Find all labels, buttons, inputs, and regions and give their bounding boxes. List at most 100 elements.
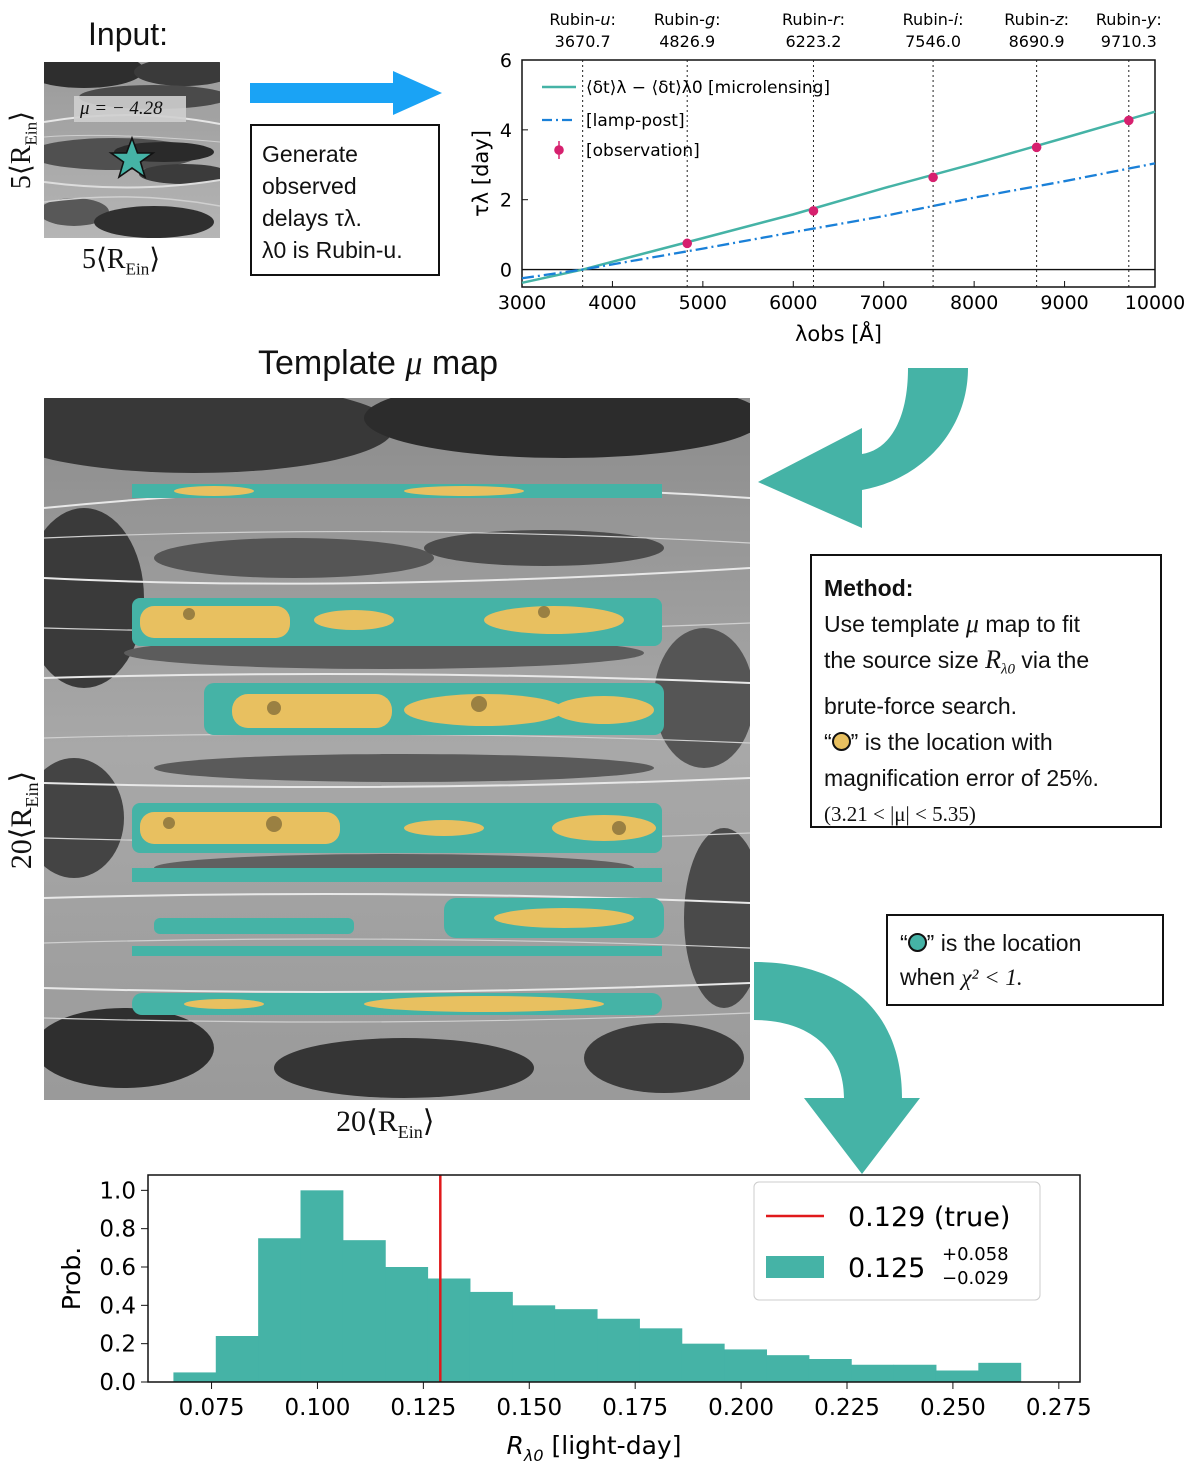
filter-wavelength: 3670.7 [555,32,611,51]
histogram-bar [639,1328,683,1382]
star-icon [108,135,156,179]
x-tick-label: 8000 [950,292,998,314]
x-tick-label: 6000 [769,292,817,314]
histogram-bar [342,1240,386,1382]
template-map-image [0,378,764,1100]
observation-point [1031,142,1042,153]
location-bands [132,484,664,1015]
chi-line-1: “” is the location [900,930,1082,956]
teal-circle-icon [907,933,927,952]
method-line-5: magnification error of 25%. [824,764,1099,791]
histogram-bar [766,1355,810,1382]
legend-label: [lamp-post] [586,111,685,131]
filter-name: Rubin-u: [549,10,616,29]
curved-arrow-icon [758,368,968,528]
filter-name: Rubin-i: [903,10,964,29]
filter-wavelength: 9710.3 [1101,32,1157,51]
delay-chart: Rubin-u: 3670.7 Rubin-g: 4826.9 Rubin-r: 6223… [469,10,1185,346]
observation-point [808,206,819,216]
filter-wavelength: 8690.9 [1009,32,1065,51]
method-line-6: (3.21 < |μ| < 5.35) [824,801,976,826]
histogram-bar [258,1238,302,1382]
method-box: Method: Use template μ map to fit the so… [810,554,1162,828]
observation-point [928,172,938,183]
x-axis-label: Rλ0 [light-day] [507,1431,682,1465]
input-axis-bottom-label: 5⟨REin⟩ [82,244,161,279]
legend-frame [753,1181,1041,1301]
chi-box: “” is the location when χ² < 1. [886,914,1164,1006]
y-axis-label: τλ [day] [469,130,493,217]
histogram-bar [681,1343,725,1382]
legend-hist-upper: +0.058 [942,1244,1009,1265]
histogram-bar [935,1370,979,1382]
legend-label: [observation] [586,141,700,161]
histogram-bar [300,1190,344,1382]
y-tick-label: 0.0 [99,1370,136,1396]
y-tick-label: 0.8 [99,1217,136,1243]
histogram-bar [215,1336,259,1382]
filter-name: Rubin-z: [1004,10,1069,29]
x-tick-label: 0.150 [496,1395,562,1421]
y-tick-label: 2 [500,190,512,212]
x-tick-label: 0.100 [285,1395,351,1421]
legend-hist-swatch [766,1256,824,1278]
x-tick-label: 3000 [498,292,546,314]
histogram-bar [427,1278,471,1382]
histogram-bar [851,1364,895,1382]
input-mu-map: μ = − 4.28 [24,52,234,238]
y-tick-label: 0.4 [99,1293,136,1319]
legend-true-label: 0.129 (true) [848,1202,1010,1233]
filter-name: Rubin-r: [782,10,845,29]
histogram-bar [554,1309,598,1382]
template-mu-map [0,378,764,1100]
curved-arrow-down-icon [754,962,920,1174]
x-tick-label: 0.175 [602,1395,668,1421]
filter-name: Rubin-g: [654,10,721,29]
x-tick-label: 0.125 [390,1395,456,1421]
x-tick-label: 0.250 [920,1395,986,1421]
plot-frame [147,1174,1081,1383]
template-axis-bottom-label: 20⟨REin⟩ [336,1105,435,1142]
microlensing-line [521,110,1156,285]
histogram-bar [724,1349,768,1382]
plot-frame [521,59,1156,288]
y-tick-label: 0 [500,260,512,282]
histogram-bar [385,1267,429,1382]
histogram-bar [597,1318,640,1382]
x-tick-label: 0.275 [1026,1395,1092,1421]
generate-line-2: observed [262,173,357,199]
x-tick-label: 4000 [588,292,636,314]
legend-hist-label: 0.125 [848,1253,925,1284]
method-line-4: “” is the location with [824,728,1053,755]
mu-value-label: μ = − 4.28 [80,98,163,119]
generate-line-4: λ0 is Rubin-u. [262,237,403,263]
x-tick-label: 7000 [860,292,908,314]
method-line-2: the source size Rλ0 via the [824,645,1090,678]
y-tick-label: 0.2 [99,1332,136,1358]
x-tick-label: 0.225 [814,1395,880,1421]
method-heading: Method: [824,575,914,601]
x-tick-label: 5000 [679,292,727,314]
observation-point [682,238,693,249]
method-line-3: brute-force search. [824,692,1018,719]
x-tick-label: 0.200 [708,1395,774,1421]
filter-wavelength: 4826.9 [659,32,715,51]
legend-marker-swatch [554,145,564,155]
generate-line-1: Generate [262,141,358,167]
histogram-bar [469,1291,513,1382]
histogram-bar [893,1364,937,1382]
x-axis-label: λobs [Å] [795,320,882,346]
input-title: Input: [88,16,169,52]
legend-hist-lower: −0.029 [942,1268,1009,1289]
input-axis-left-label: 5⟨REin⟩ [6,110,41,190]
y-tick-label: 1.0 [99,1178,136,1204]
histogram-bar [173,1372,217,1382]
observation-point [1124,115,1134,126]
x-tick-label: 0.075 [179,1395,245,1421]
histogram-chart: 0.075 0.100 0.125 0.150 0.175 0.200 0.225 0.250… [57,1174,1092,1465]
histogram-bar [808,1359,852,1382]
generate-line-3: delays τλ. [262,205,362,231]
method-line-1: Use template μ map to fit [824,609,1080,638]
input-map-image [24,52,234,238]
blue-arrow-icon [250,71,442,115]
